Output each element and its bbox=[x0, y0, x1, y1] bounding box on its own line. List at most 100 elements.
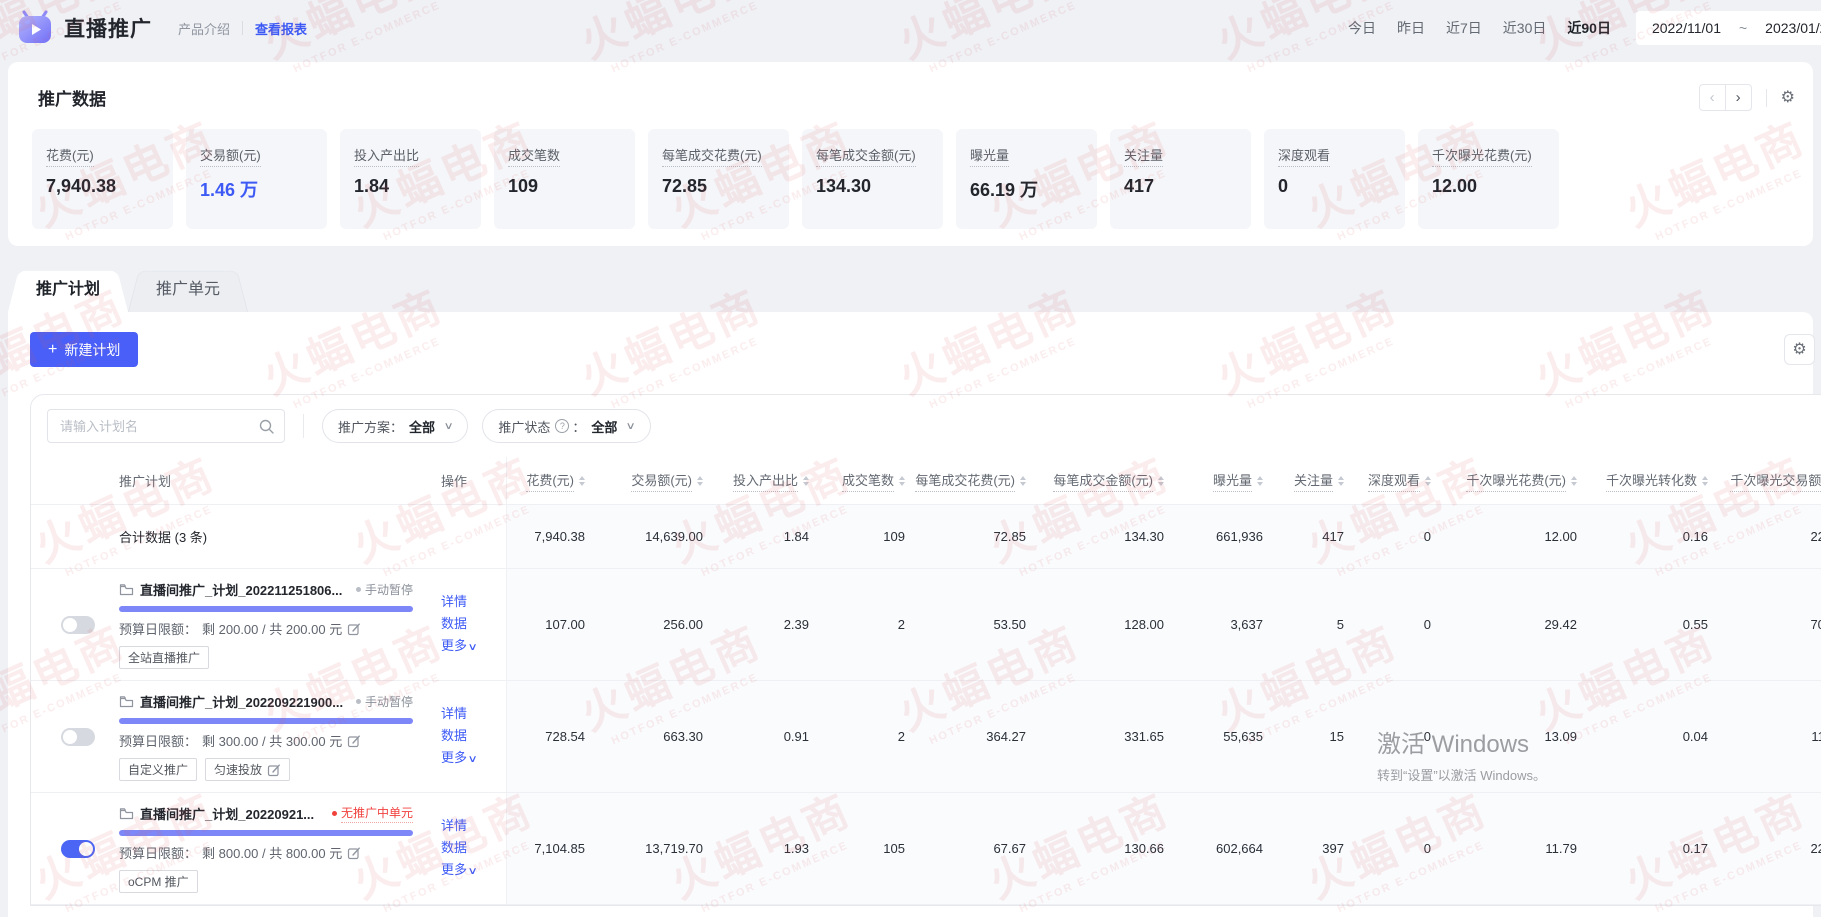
new-plan-button[interactable]: + 新建计划 bbox=[30, 332, 139, 367]
header-cell[interactable]: 关注量 bbox=[1273, 457, 1354, 504]
header-cell[interactable]: 成交笔数 bbox=[819, 457, 915, 504]
sort-caret-icon[interactable] bbox=[1020, 475, 1026, 486]
value-cell: 2 bbox=[897, 617, 905, 632]
status-text: 手动暂停 bbox=[364, 695, 413, 709]
sort-caret-icon[interactable] bbox=[803, 475, 809, 486]
tab-label: 推广计划 bbox=[35, 281, 100, 298]
date-filter-昨日[interactable]: 昨日 bbox=[1397, 20, 1425, 36]
product-intro-link[interactable]: 产品介绍 bbox=[178, 21, 231, 37]
date-filter-今日[interactable]: 今日 bbox=[1348, 20, 1376, 36]
column-label: 操作 bbox=[441, 474, 468, 489]
date-filter-近90日[interactable]: 近90日 bbox=[1567, 20, 1611, 36]
status-filter-dropdown[interactable]: 推广状态 ? ： 全部 ∨ bbox=[482, 409, 651, 443]
header-cell[interactable]: 每笔成交金额(元) bbox=[1036, 457, 1174, 504]
sort-caret-icon[interactable] bbox=[1257, 475, 1263, 486]
plan-toggle[interactable] bbox=[61, 839, 95, 858]
header-cell[interactable]: 深度观看 bbox=[1354, 457, 1441, 504]
sort-caret-icon[interactable] bbox=[1425, 475, 1431, 486]
header-cell[interactable]: 投入产出比 bbox=[713, 457, 819, 504]
action-link-data[interactable]: 数据 bbox=[441, 840, 468, 855]
action-link-detail[interactable]: 详情 bbox=[441, 818, 468, 833]
plan-table-panel: + 新建计划 ⚙ 推广方案： 全部 ∨ 推广状态 ? bbox=[8, 312, 1821, 917]
edit-icon[interactable] bbox=[347, 734, 361, 748]
plan-name[interactable]: 直播间推广_计划_20220921... bbox=[140, 807, 315, 822]
plan-toggle[interactable] bbox=[61, 727, 95, 746]
plan-name[interactable]: 直播间推广_计划_202209221900... bbox=[140, 695, 344, 710]
view-report-link[interactable]: 查看报表 bbox=[255, 21, 308, 37]
budget-progress-bar bbox=[119, 606, 413, 612]
tab-label: 推广单元 bbox=[155, 281, 220, 298]
header-cell[interactable]: 交易额(元) bbox=[595, 457, 713, 504]
budget-value: 剩 800.00 / 共 800.00 元 bbox=[202, 846, 343, 861]
action-link-detail[interactable]: 详情 bbox=[441, 594, 468, 609]
column-label: 投入产出比 bbox=[732, 470, 798, 492]
header-cell[interactable]: 每笔成交花费(元) bbox=[915, 457, 1036, 504]
plan-grid: 推广方案： 全部 ∨ 推广状态 ? ： 全部 ∨ 推广计划 操作 花费(元) 交易额(… bbox=[30, 394, 1821, 906]
date-range-picker[interactable]: 2022/11/01 ~ 2023/01/29 日 bbox=[1635, 11, 1821, 45]
toggle-knob bbox=[63, 617, 77, 632]
chevron-down-icon: ∨ bbox=[467, 754, 478, 765]
sort-caret-icon[interactable] bbox=[1702, 475, 1708, 486]
plan-name[interactable]: 直播间推广_计划_202211251806... bbox=[140, 583, 343, 598]
value-cell: 1.84 bbox=[783, 529, 809, 544]
status-text: 无推广中单元 bbox=[340, 804, 413, 823]
action-link-more[interactable]: 更多∨ bbox=[441, 636, 506, 657]
action-link-more[interactable]: 更多∨ bbox=[441, 748, 506, 769]
top-bar: 直播推广 产品介绍 查看报表 今日 昨日 近7日 近30日 近90日 2022/11/0… bbox=[0, 0, 1821, 56]
stat-card: 每笔成交金额(元) 134.30 bbox=[802, 129, 943, 229]
chevron-right-icon[interactable]: › bbox=[1724, 84, 1752, 111]
column-label: 交易额(元) bbox=[631, 470, 692, 492]
date-filter-近7日[interactable]: 近7日 bbox=[1446, 20, 1482, 36]
action-link-data[interactable]: 数据 bbox=[441, 616, 468, 631]
plan-tag: 匀速投放 bbox=[205, 758, 291, 781]
sort-caret-icon[interactable] bbox=[1571, 475, 1577, 486]
stat-card: 千次曝光花费(元) 12.00 bbox=[1418, 129, 1559, 229]
value-cell: 728.54 bbox=[545, 729, 585, 744]
plan-tags: oCPM 推广 bbox=[119, 870, 413, 893]
edit-icon[interactable] bbox=[267, 763, 281, 777]
column-label: 千次曝光转化数 bbox=[1605, 470, 1697, 492]
plan-cell: 直播间推广_计划_202209221900... 手动暂停 预算日限额： 剩 300.… bbox=[31, 681, 441, 792]
row-actions: 详情数据更多∨ bbox=[441, 793, 506, 904]
plan-toggle[interactable] bbox=[61, 615, 95, 634]
table-row: 直播间推广_计划_202211251806... 手动暂停 预算日限额： 剩 200.… bbox=[31, 569, 1821, 681]
value-cell: 11.79 bbox=[1545, 841, 1577, 856]
header-cell[interactable]: 千次曝光转化数 bbox=[1587, 457, 1718, 504]
action-link-data[interactable]: 数据 bbox=[441, 728, 468, 743]
chevron-left-icon[interactable]: ‹ bbox=[1698, 84, 1726, 111]
tab-推广计划[interactable]: 推广计划 bbox=[8, 262, 128, 312]
value-cell: 15 bbox=[1329, 729, 1344, 744]
toggle-knob bbox=[79, 841, 93, 856]
value-cell: 256.00 bbox=[663, 617, 703, 632]
value-cell: 67.67 bbox=[993, 841, 1026, 856]
plan-status: 手动暂停 bbox=[355, 581, 413, 598]
budget-value: 剩 200.00 / 共 200.00 元 bbox=[202, 622, 343, 637]
sort-caret-icon[interactable] bbox=[1338, 475, 1344, 486]
stat-card-value[interactable]: 1.46 万 bbox=[200, 180, 259, 200]
sort-caret-icon[interactable] bbox=[697, 475, 703, 486]
header-num-area: 花费(元) 交易额(元) 投入产出比 成交笔数 每笔成交花费(元) 每笔成交金额(元) 曝光… bbox=[506, 457, 1821, 504]
search-input[interactable] bbox=[60, 418, 259, 434]
scheme-filter-value: 全部 bbox=[409, 419, 436, 435]
sort-caret-icon[interactable] bbox=[899, 475, 905, 486]
summary-label: 合计数据 (3 条) bbox=[119, 530, 208, 545]
action-link-detail[interactable]: 详情 bbox=[441, 706, 468, 721]
value-cell: 134.30 bbox=[1124, 529, 1164, 544]
tab-推广单元[interactable]: 推广单元 bbox=[128, 262, 248, 312]
stat-card-label: 成交笔数 bbox=[508, 145, 561, 167]
gear-icon[interactable]: ⚙ bbox=[1780, 88, 1795, 106]
edit-icon[interactable] bbox=[347, 846, 361, 860]
action-link-more[interactable]: 更多∨ bbox=[441, 860, 506, 881]
sort-caret-icon[interactable] bbox=[1158, 475, 1164, 486]
edit-icon[interactable] bbox=[347, 622, 361, 636]
header-cell[interactable]: 花费(元) bbox=[507, 457, 595, 504]
table-settings-button[interactable]: ⚙ bbox=[1784, 334, 1815, 365]
header-cell[interactable]: 曝光量 bbox=[1174, 457, 1273, 504]
plan-tags: 自定义推广 匀速投放 bbox=[119, 758, 413, 781]
header-cell[interactable]: 千次曝光花费(元) bbox=[1441, 457, 1587, 504]
column-label: 千次曝光花费(元) bbox=[1466, 470, 1566, 492]
scheme-filter-dropdown[interactable]: 推广方案： 全部 ∨ bbox=[322, 409, 469, 443]
date-filter-近30日[interactable]: 近30日 bbox=[1502, 20, 1547, 36]
search-icon[interactable] bbox=[259, 419, 274, 434]
sort-caret-icon[interactable] bbox=[579, 475, 585, 486]
